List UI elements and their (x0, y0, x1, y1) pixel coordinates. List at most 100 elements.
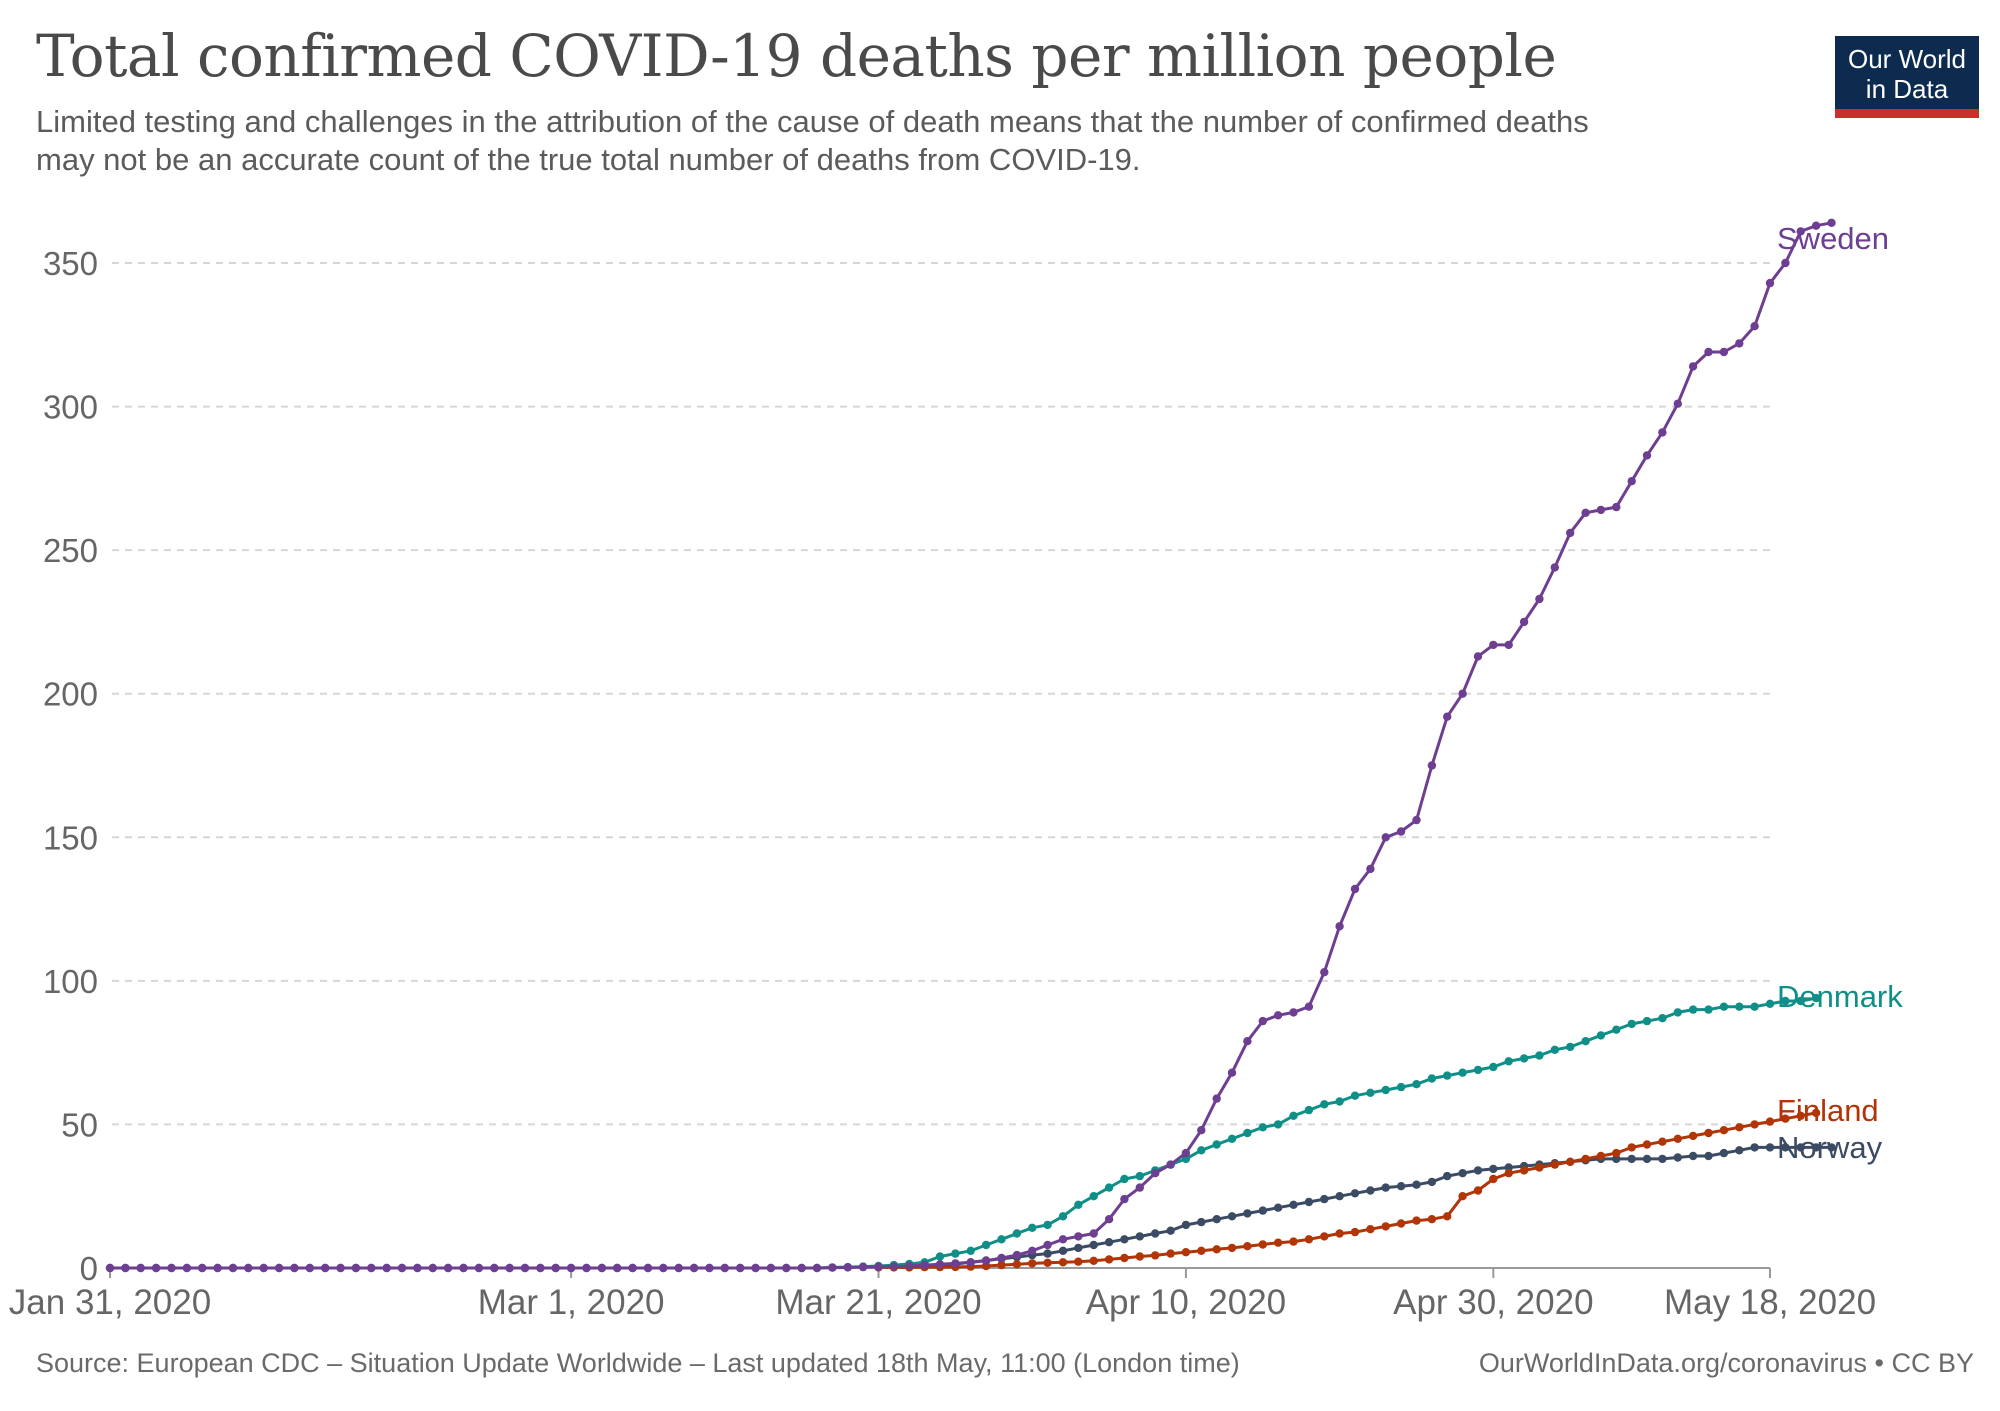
data-point (1335, 1192, 1344, 1201)
data-point (1320, 968, 1329, 977)
data-point (1089, 1229, 1098, 1238)
data-point (1673, 1008, 1683, 1017)
data-point (1473, 1065, 1483, 1075)
data-point (1043, 1249, 1052, 1258)
data-point (1827, 1143, 1836, 1152)
series-line-norway (878, 1145, 1832, 1269)
data-point (1181, 1154, 1191, 1164)
data-point (1043, 1240, 1052, 1250)
series-label-norway: Norway (1777, 1130, 1883, 1165)
data-point (321, 1263, 330, 1273)
data-point (1458, 1169, 1467, 1178)
data-point (1151, 1169, 1160, 1178)
data-point (443, 1263, 453, 1273)
data-point (1366, 864, 1375, 874)
data-point (1612, 1154, 1621, 1164)
data-point (766, 1263, 776, 1273)
data-point (1704, 347, 1713, 357)
grid-lines (112, 262, 1770, 1126)
data-point (1043, 1220, 1052, 1230)
data-point (751, 1263, 760, 1273)
data-point (367, 1263, 376, 1273)
owid-logo[interactable]: Our World in Data (1835, 36, 1979, 118)
data-point (1212, 1245, 1221, 1254)
data-point (1120, 1253, 1129, 1263)
data-point (1135, 1252, 1145, 1261)
data-point (582, 1263, 591, 1273)
data-point (1688, 1151, 1698, 1161)
data-point (659, 1263, 668, 1273)
series-finland (874, 1108, 1821, 1272)
data-point (1151, 1251, 1160, 1260)
data-point (1443, 1212, 1452, 1221)
data-point (1243, 1209, 1252, 1218)
data-point (1489, 1174, 1498, 1184)
data-point (1181, 1220, 1191, 1230)
data-point (1181, 1148, 1191, 1158)
data-point (1796, 1143, 1805, 1152)
data-point (1227, 1068, 1237, 1077)
data-point (997, 1253, 1006, 1263)
data-point (1273, 1203, 1283, 1212)
data-point (1735, 1123, 1744, 1132)
data-point (1104, 1183, 1114, 1192)
data-point (1566, 1157, 1575, 1167)
data-point (1028, 1246, 1037, 1256)
x-tick-label: May 18, 2020 (1664, 1283, 1876, 1322)
data-point (1058, 1246, 1068, 1256)
x-tick-label: Jan 31, 2020 (9, 1283, 211, 1322)
data-point (1366, 1186, 1375, 1195)
data-point (1627, 1143, 1636, 1152)
data-point (1719, 1148, 1729, 1158)
data-point (1335, 1229, 1344, 1238)
data-point (1166, 1160, 1175, 1169)
data-point (244, 1263, 253, 1273)
data-point (1028, 1259, 1037, 1268)
data-point (505, 1263, 514, 1273)
data-point (413, 1263, 422, 1273)
data-point (1688, 1131, 1698, 1141)
data-point (213, 1263, 222, 1273)
data-point (1197, 1246, 1206, 1256)
data-point (843, 1263, 852, 1272)
source-link[interactable]: OurWorldInData.org/coronavirus • CC BY (1478, 1348, 1974, 1378)
y-tick-label: 250 (43, 532, 98, 569)
data-point (1581, 1037, 1590, 1046)
series-sweden (105, 218, 1836, 1273)
data-point (1289, 1200, 1298, 1210)
data-point (1227, 1212, 1237, 1221)
data-point (1289, 1111, 1298, 1121)
data-point (1612, 502, 1621, 512)
data-point (1750, 322, 1759, 331)
data-point (1719, 1002, 1729, 1011)
data-point (920, 1260, 929, 1270)
data-point (1796, 227, 1805, 236)
data-point (1489, 1164, 1498, 1174)
data-point (1120, 1235, 1129, 1244)
data-point (1427, 1215, 1437, 1224)
data-point (290, 1263, 299, 1273)
data-point (1750, 1002, 1759, 1011)
data-point (1581, 1154, 1590, 1164)
data-point (1581, 508, 1590, 517)
data-point (1427, 1177, 1437, 1187)
data-point (1566, 528, 1575, 538)
data-point (1535, 1163, 1544, 1172)
data-point (1289, 1008, 1298, 1017)
data-point (1427, 1074, 1437, 1083)
data-point (105, 1263, 115, 1273)
data-point (1781, 258, 1790, 268)
data-point (1197, 1146, 1206, 1155)
series-line-denmark (110, 996, 1817, 1270)
data-point (1688, 362, 1698, 371)
data-point (997, 1235, 1006, 1244)
x-tick-label: Apr 10, 2020 (1086, 1283, 1286, 1322)
series-lines (105, 218, 1836, 1273)
data-point (1596, 1031, 1606, 1040)
data-point (674, 1263, 683, 1273)
data-point (1135, 1183, 1145, 1192)
data-point (1458, 689, 1467, 698)
data-point (490, 1263, 499, 1273)
data-point (981, 1256, 991, 1266)
data-point (1166, 1249, 1175, 1258)
